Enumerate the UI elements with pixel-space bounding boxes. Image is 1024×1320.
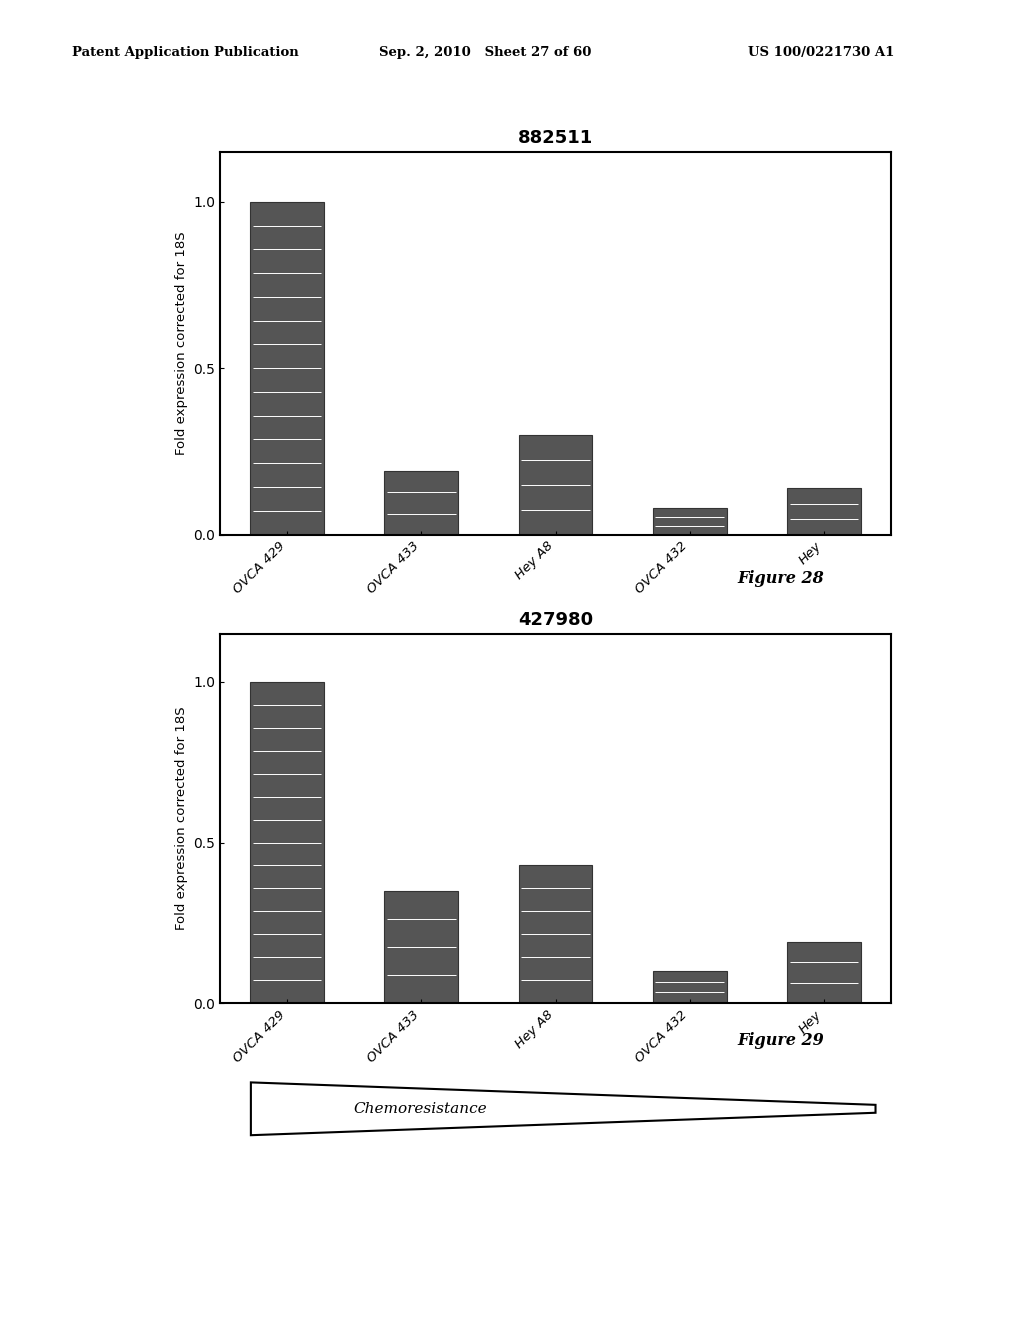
Bar (250, 202, 325, 535)
Bar (250, 682, 325, 1003)
Text: Figure 29: Figure 29 (737, 1032, 824, 1049)
Bar (652, 972, 727, 1003)
Title: 882511: 882511 (518, 129, 593, 148)
Bar (652, 508, 727, 535)
Text: US 100/0221730 A1: US 100/0221730 A1 (748, 46, 894, 59)
Text: Sep. 2, 2010   Sheet 27 of 60: Sep. 2, 2010 Sheet 27 of 60 (379, 46, 591, 59)
Text: Chemoresistance: Chemoresistance (353, 1102, 486, 1115)
Bar (384, 891, 459, 1003)
Text: Patent Application Publication: Patent Application Publication (72, 46, 298, 59)
Y-axis label: Fold expression corrected for 18S: Fold expression corrected for 18S (175, 706, 187, 931)
Bar (518, 434, 593, 535)
Text: Figure 28: Figure 28 (737, 570, 824, 587)
Bar (384, 471, 459, 535)
Bar (518, 865, 593, 1003)
Bar (786, 942, 861, 1003)
Bar (786, 488, 861, 535)
Title: 427980: 427980 (518, 611, 593, 630)
Y-axis label: Fold expression corrected for 18S: Fold expression corrected for 18S (175, 231, 187, 455)
